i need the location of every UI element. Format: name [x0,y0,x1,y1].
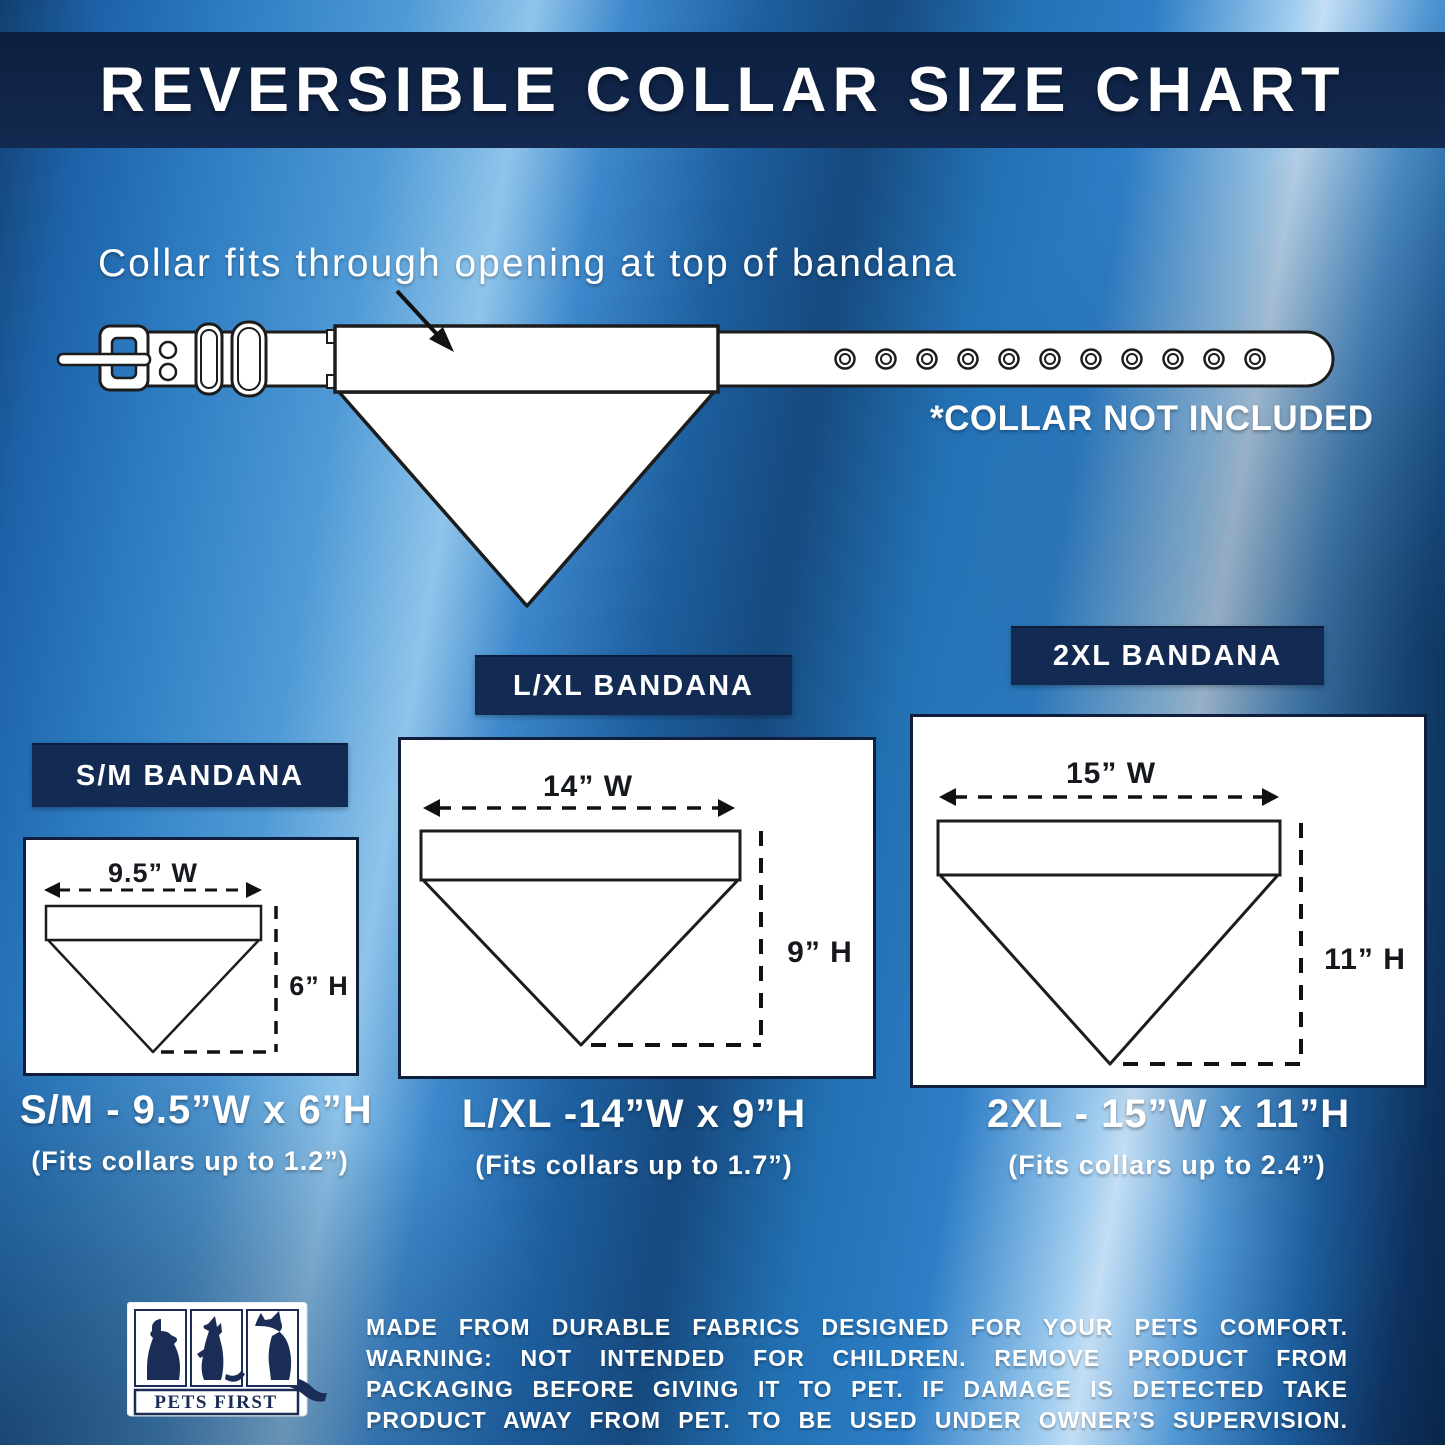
bandana-triangle [337,390,716,608]
size-box-2xl: 15” W 11” H [910,714,1427,1088]
diagram-2xl: 15” W 11” H [936,757,1406,1066]
bandana-triangle [421,878,740,1047]
size-box-sm: 9.5” W 6” H [23,837,359,1076]
width-arrow [44,882,262,898]
height-label: 9” H [787,936,853,969]
diagram-sm: 9.5” W 6” H [44,858,349,1054]
width-label: 15” W [1066,757,1156,790]
hero-caption: Collar fits through opening at top of ba… [98,242,958,285]
width-label: 14” W [543,770,633,803]
size-label-sm: S/M BANDANA [32,743,348,807]
height-label: 11” H [1324,943,1406,976]
size-fits-2xl: (Fits collars up to 2.4”) [1008,1150,1326,1180]
collar-note: *COLLAR NOT INCLUDED [930,399,1374,438]
size-fits-sm: (Fits collars up to 1.2”) [31,1146,349,1176]
width-label: 9.5” W [108,858,198,888]
height-guide [161,906,278,1054]
bandana-sleeve [44,904,263,942]
size-title-2xl: 2XL - 15”W x 11”H [987,1092,1351,1136]
bandana-sleeve [333,324,720,394]
bandana-sleeve [419,829,742,882]
size-box-lxl: 14” W 9” H [398,737,876,1079]
bandana-sleeve [936,819,1282,877]
size-fits-lxl: (Fits collars up to 1.7”) [475,1150,793,1180]
buckle-prong [56,352,152,367]
warning-line: MADE FROM DURABLE FABRICS DESIGNED FOR Y… [366,1314,1348,1340]
warning-line: WARNING: NOT INTENDED FOR CHILDREN. REMO… [366,1345,1348,1371]
height-guide [1123,823,1303,1066]
keeper-loops [194,320,268,398]
dog-begging-paw [197,1348,209,1358]
dog-begging-icon [201,1316,224,1380]
shepherd-dog-icon [255,1311,292,1380]
pointer-arrow [395,289,454,352]
diagram-lxl: 14” W 9” H [419,770,853,1047]
warning-line: PRODUCT AWAY FROM PET. TO BE USED UNDER … [366,1407,1348,1433]
dog-begging-tail [225,1371,245,1382]
collar-illustration [56,289,1335,608]
bandana-triangle [46,938,261,1054]
warning-line: PACKAGING BEFORE GIVING IT TO PET. IF DA… [366,1376,1348,1402]
size-label-2xl: 2XL BANDANA [1011,626,1324,685]
brand-name: PETS FIRST [154,1392,277,1413]
height-label: 6” H [289,971,349,1001]
width-arrow [423,799,735,817]
page-title: REVERSIBLE COLLAR SIZE CHART [99,55,1346,125]
dog-sitting-icon [147,1319,180,1380]
height-guide [591,831,763,1047]
header-band: REVERSIBLE COLLAR SIZE CHART [0,32,1445,148]
width-arrow [939,788,1279,806]
size-title-sm: S/M - 9.5”W x 6”H [20,1088,373,1132]
size-title-lxl: L/XL -14”W x 9”H [461,1092,807,1136]
bandana-triangle [938,873,1280,1066]
size-label-lxl: L/XL BANDANA [475,655,792,715]
warning-text: MADE FROM DURABLE FABRICS DESIGNED FOR Y… [366,1312,1348,1436]
collar-right-strap [716,330,1335,388]
pets-first-logo: PETS FIRST [127,1302,327,1417]
collar-eyelets [834,348,1266,370]
